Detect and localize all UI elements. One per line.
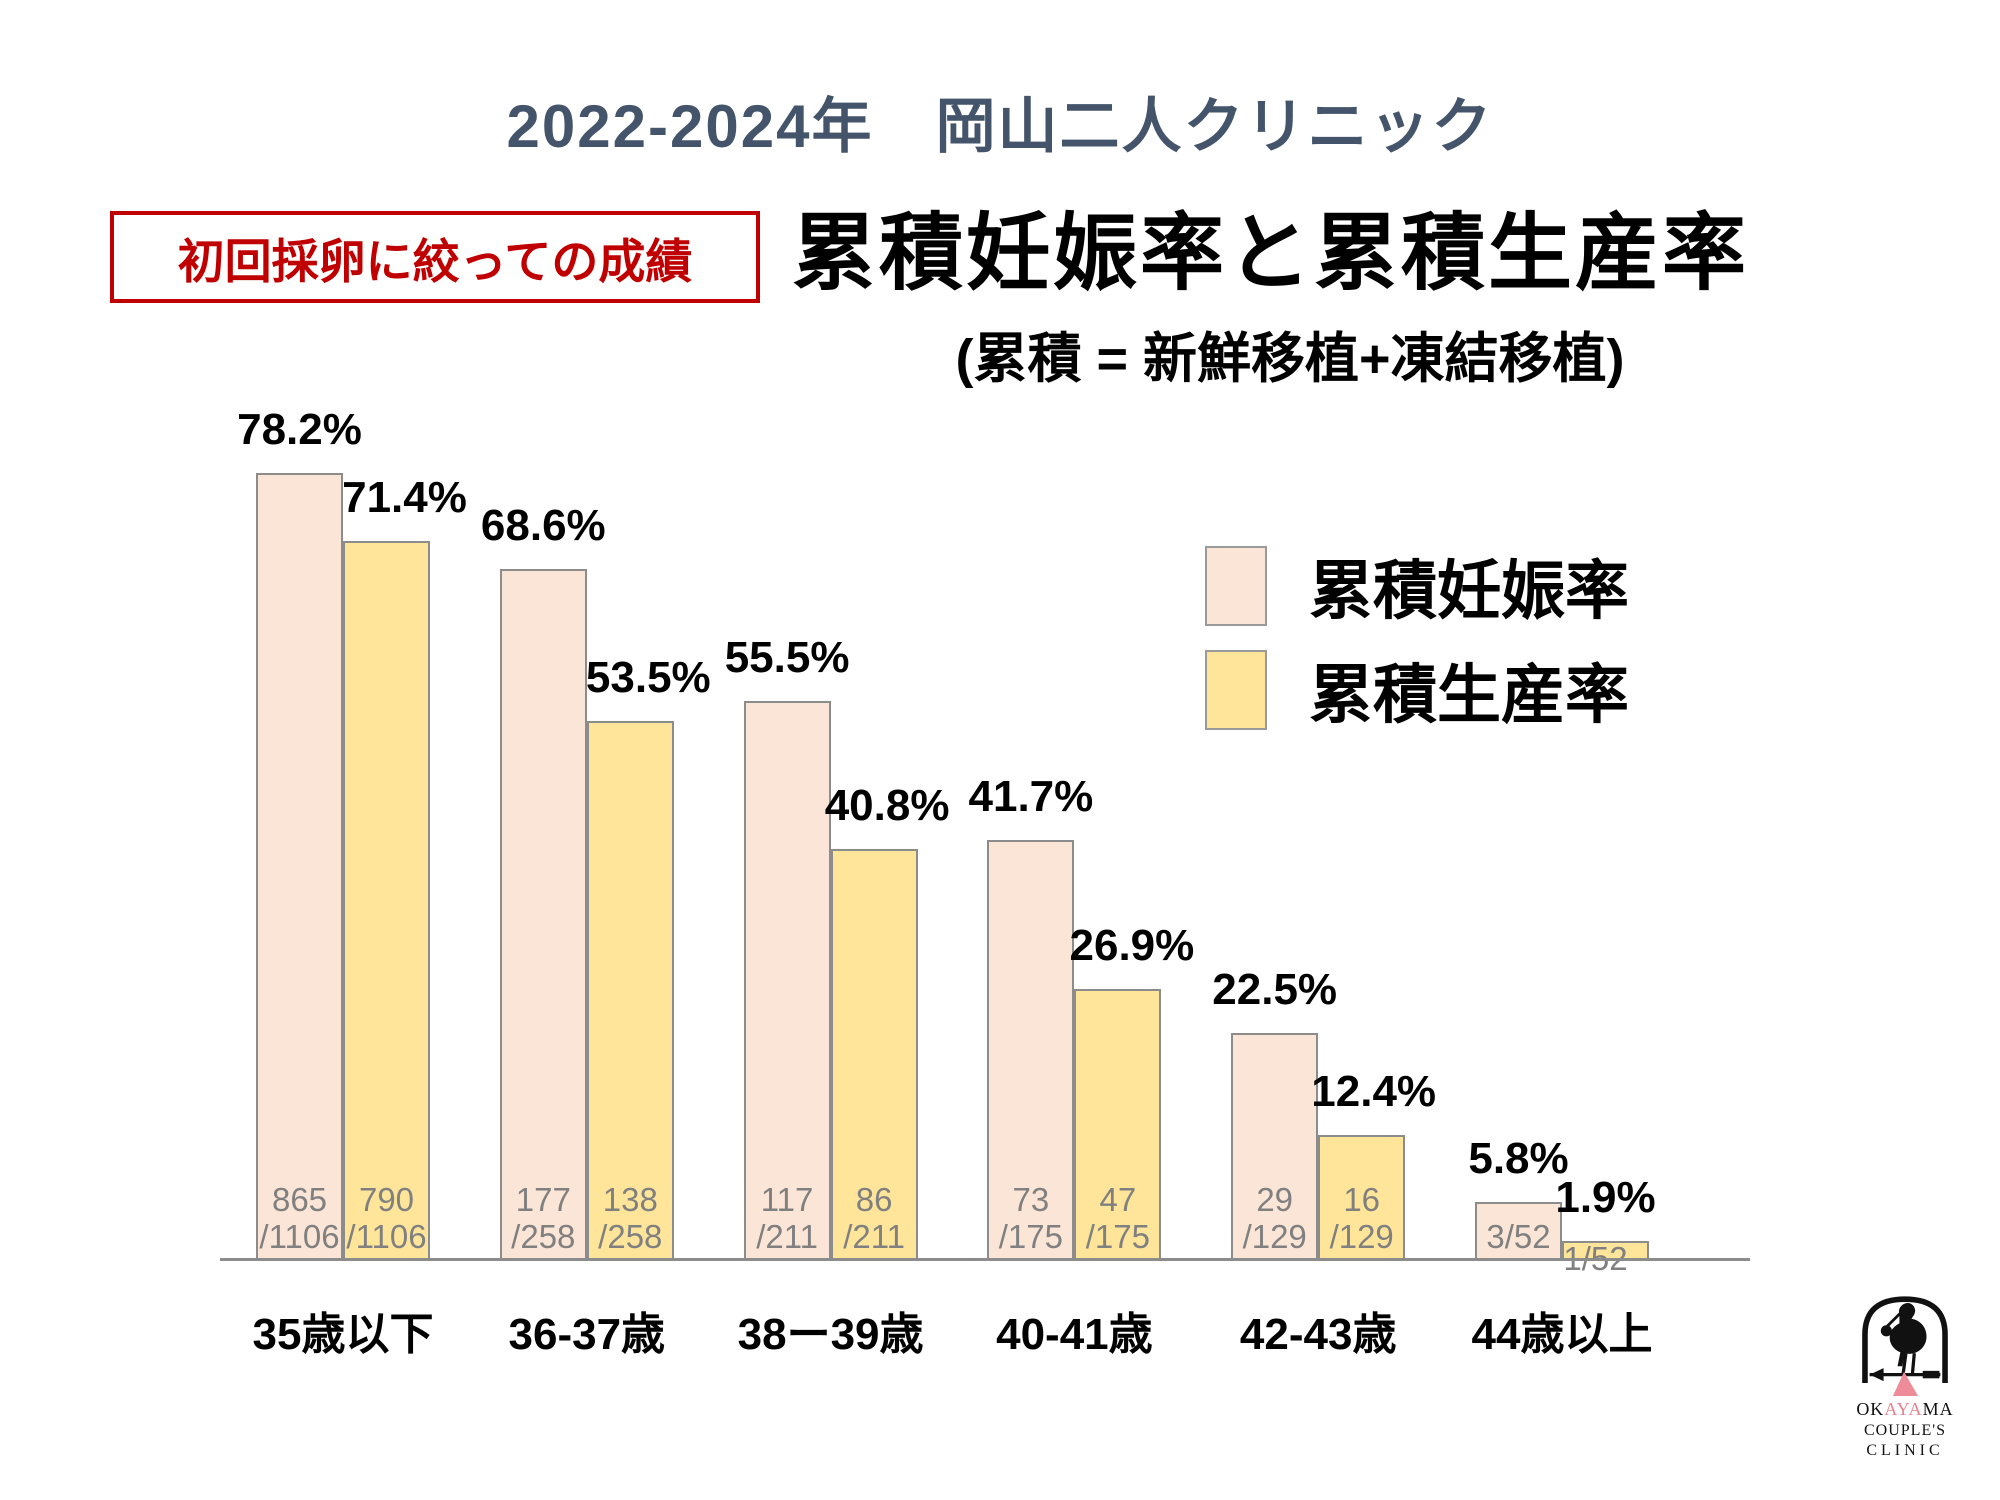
pregnancy-value-label-4: 22.5% [1212, 965, 1338, 1015]
logo-couples: COUPLE'S [1863, 1422, 1946, 1439]
livebirth-value-label-5: 1.9% [1555, 1172, 1656, 1222]
livebirth-bar-2 [830, 849, 918, 1260]
pregnancy-value-label-3: 41.7% [968, 772, 1094, 822]
legend: 累積妊娠率 累積生産率 [1205, 540, 1629, 748]
livebirth-bar-3 [1074, 989, 1162, 1260]
logo-name: OKAYAMA [1856, 1399, 1954, 1419]
category-label-5: 44歳以上 [1471, 1310, 1653, 1359]
badge-label: 初回採卵に絞っての成績 [177, 234, 693, 288]
first-retrieval-badge: 初回採卵に絞っての成績 [110, 211, 760, 303]
pregnancy-bar-2 [743, 701, 831, 1260]
pregnancy-bar-5 [1475, 1201, 1562, 1260]
livebirth-value-label-3: 26.9% [1069, 921, 1195, 971]
stork-logo-icon [1862, 1296, 1948, 1396]
pregnancy-fraction-label-1: 177 /258 [511, 1180, 576, 1256]
pregnancy-fraction-label-4: 29 /129 [1242, 1180, 1307, 1256]
clinic-logo: OKAYAMA COUPLE'S CLINIC [1842, 1288, 1968, 1460]
legend-item-livebirth: 累積生産率 [1205, 644, 1629, 736]
legend-item-pregnancy: 累積妊娠率 [1205, 540, 1629, 632]
pregnancy-fraction-label-2: 117 /211 [756, 1180, 818, 1256]
pregnancy-value-label-5: 5.8% [1468, 1133, 1569, 1183]
livebirth-fraction-label-0: 790 /1106 [346, 1180, 427, 1256]
category-label-2: 38ー39歳 [737, 1310, 924, 1359]
chart-title: 累積妊娠率と累積生産率 [792, 206, 1750, 300]
pregnancy-fraction-label-3: 73 /175 [998, 1180, 1063, 1256]
category-label-4: 42-43歳 [1239, 1310, 1397, 1359]
pregnancy-bar-3 [987, 840, 1075, 1260]
category-label-3: 40-41歳 [996, 1310, 1153, 1359]
livebirth-bar-0 [343, 541, 430, 1260]
pregnancy-value-label-2: 55.5% [724, 633, 850, 683]
logo-accent-letters: AYA [1884, 1399, 1923, 1419]
livebirth-fraction-label-2: 86 /211 [843, 1180, 905, 1256]
livebirth-swatch [1205, 650, 1267, 730]
pregnancy-legend-label: 累積妊娠率 [1309, 555, 1629, 627]
pregnancy-swatch [1205, 546, 1267, 626]
livebirth-legend-label: 累積生産率 [1309, 659, 1629, 731]
livebirth-bar-4 [1318, 1135, 1406, 1260]
pregnancy-bar-1 [499, 569, 587, 1260]
x-axis-line [220, 1258, 1750, 1261]
pregnancy-fraction-label-5: 3/52 [1486, 1218, 1551, 1256]
page-title: 2022-2024年 岡山二人クリニック [506, 93, 1494, 160]
pregnancy-value-label-0: 78.2% [237, 404, 362, 454]
pregnancy-fraction-label-0: 865 /1106 [259, 1180, 340, 1256]
pregnancy-bar-0 [256, 472, 343, 1260]
pregnancy-value-label-1: 68.6% [480, 501, 606, 551]
logo-clinic: CLINIC [1866, 1442, 1944, 1459]
livebirth-value-label-2: 40.8% [824, 781, 950, 831]
category-label-1: 36-37歳 [508, 1310, 666, 1359]
chart-subtitle: (累積 = 新鮮移植+凍結移植) [955, 329, 1625, 389]
livebirth-value-label-0: 71.4% [342, 473, 467, 523]
livebirth-fraction-label-3: 47 /175 [1085, 1180, 1150, 1256]
livebirth-value-label-1: 53.5% [585, 653, 711, 703]
livebirth-bar-1 [586, 721, 674, 1260]
livebirth-fraction-label-4: 16 /129 [1329, 1180, 1394, 1256]
category-label-0: 35歳以下 [252, 1310, 434, 1359]
livebirth-fraction-label-1: 138 /258 [598, 1180, 663, 1256]
livebirth-value-label-4: 12.4% [1311, 1067, 1437, 1117]
